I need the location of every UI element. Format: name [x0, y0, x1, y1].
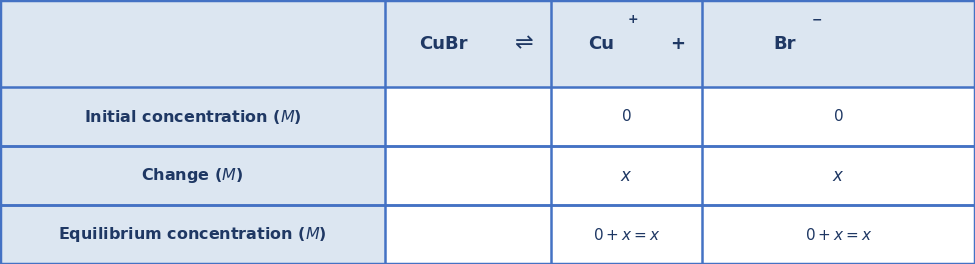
Bar: [385, 205, 551, 264]
Text: $x$: $x$: [620, 167, 633, 185]
Bar: [551, 87, 702, 146]
Bar: [385, 146, 551, 205]
Text: Equilibrium concentration ($\mathbf{\mathit{M}}$): Equilibrium concentration ($\mathbf{\mat…: [58, 225, 327, 244]
Text: +: +: [628, 13, 639, 26]
Text: CuBr: CuBr: [419, 35, 468, 53]
Text: Br: Br: [773, 35, 797, 53]
Text: Cu: Cu: [589, 35, 614, 53]
Text: $0 + x = x$: $0 + x = x$: [593, 227, 660, 243]
Text: 0: 0: [834, 109, 843, 124]
Bar: [702, 146, 975, 205]
Bar: [702, 87, 975, 146]
Text: $0 + x = x$: $0 + x = x$: [804, 227, 873, 243]
Text: Change ($\mathbf{\mathit{M}}$): Change ($\mathbf{\mathit{M}}$): [141, 166, 244, 185]
Text: $\rightleftharpoons$: $\rightleftharpoons$: [510, 34, 533, 54]
Text: 0: 0: [622, 109, 631, 124]
Text: $x$: $x$: [833, 167, 844, 185]
Bar: [385, 87, 551, 146]
Bar: [551, 205, 702, 264]
Bar: [702, 205, 975, 264]
Text: −: −: [812, 13, 823, 26]
Text: Initial concentration ($\mathbf{\mathit{M}}$): Initial concentration ($\mathbf{\mathit{…: [84, 108, 301, 126]
Bar: [551, 146, 702, 205]
Text: +: +: [670, 35, 685, 53]
